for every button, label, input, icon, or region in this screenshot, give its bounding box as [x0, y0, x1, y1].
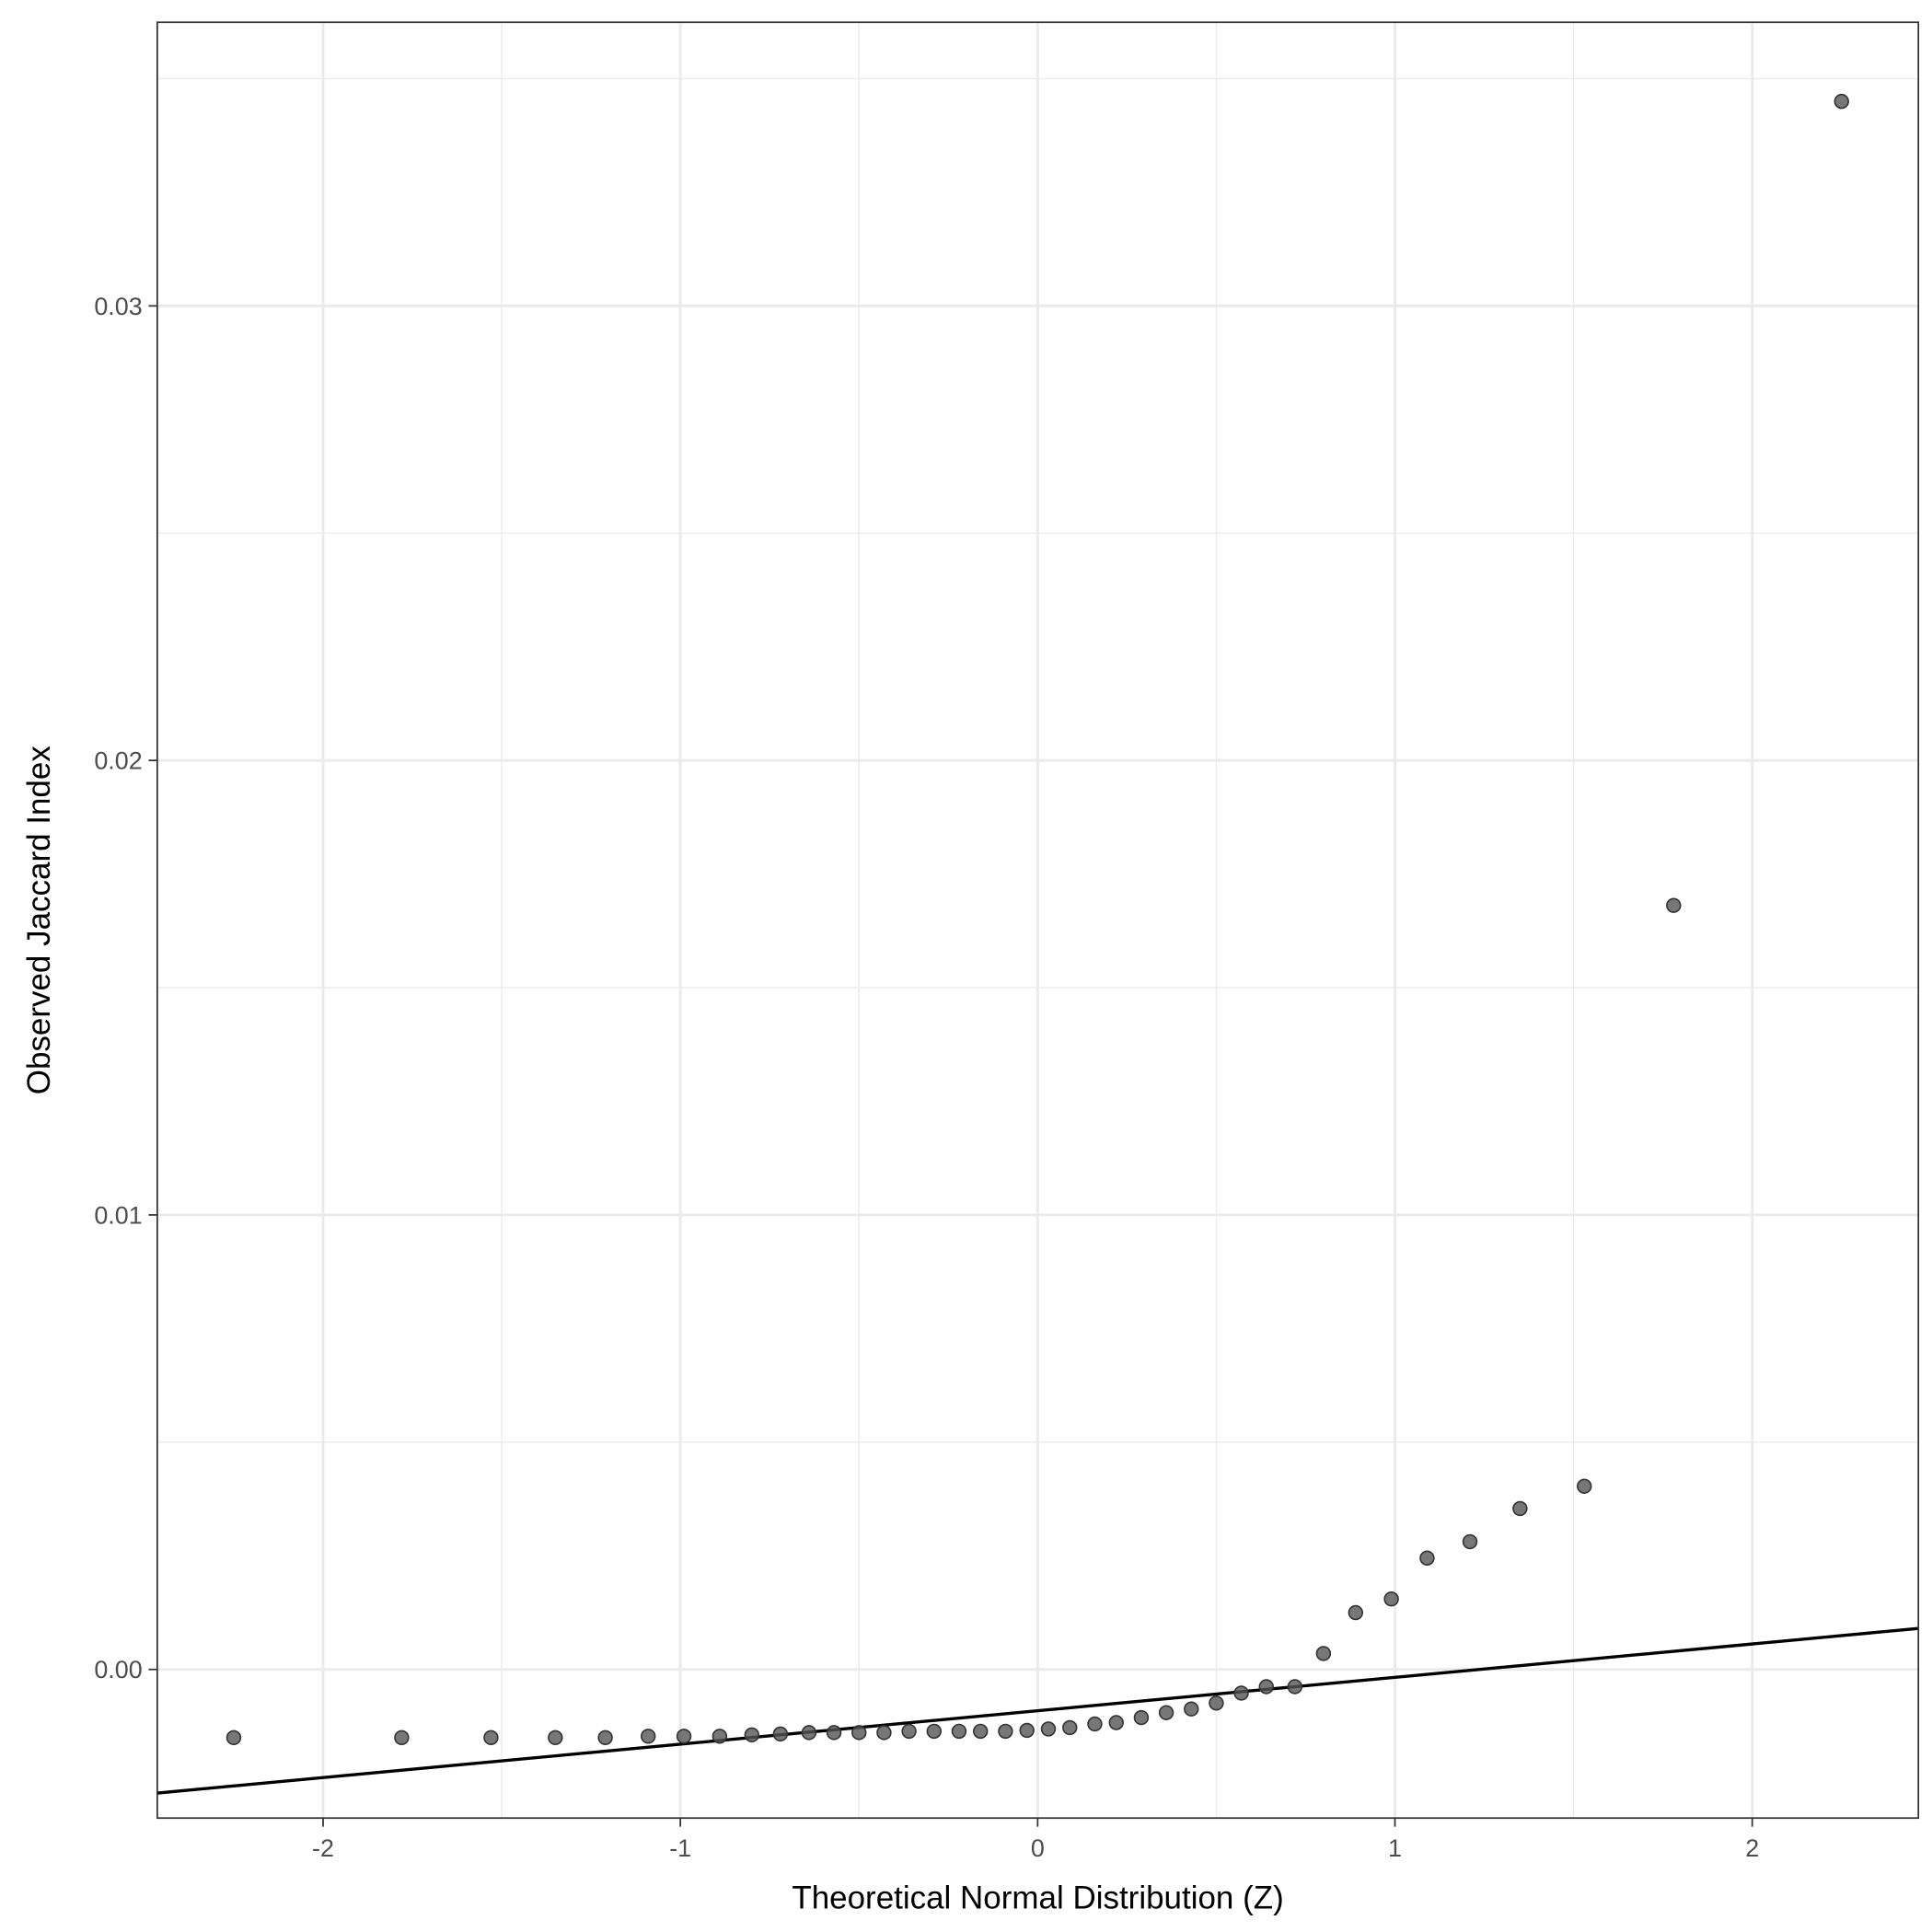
data-point — [1834, 93, 1849, 110]
data-point — [901, 1723, 917, 1740]
data-point — [951, 1723, 967, 1740]
data-point — [1087, 1716, 1103, 1732]
data-point — [226, 1730, 242, 1746]
data-point — [1258, 1679, 1274, 1695]
data-point — [1512, 1500, 1528, 1517]
data-point — [801, 1725, 817, 1741]
reference-line-group — [156, 1626, 1919, 1795]
y-tick-label: 0.03 — [94, 293, 142, 320]
data-point — [1577, 1478, 1592, 1494]
y-tick-label: 0.02 — [94, 747, 142, 775]
points — [226, 93, 1849, 1746]
y-tick-label: 0.00 — [94, 1656, 142, 1683]
data-point — [851, 1725, 867, 1741]
data-point — [1666, 897, 1682, 913]
data-point — [1462, 1533, 1478, 1550]
data-point — [876, 1725, 892, 1741]
x-tick-label: 0 — [1031, 1834, 1045, 1862]
data-point — [1419, 1550, 1435, 1566]
x-axis-title: Theoretical Normal Distribution (Z) — [792, 1880, 1283, 1915]
data-point — [1062, 1719, 1078, 1736]
y-axis-title: Observed Jaccard Index — [21, 746, 57, 1095]
data-point — [1158, 1705, 1174, 1720]
data-point — [1133, 1709, 1150, 1726]
x-axis: -2 -1 0 1 2 — [312, 1818, 1759, 1862]
x-tick-label: -2 — [312, 1834, 334, 1862]
reference-line — [156, 1626, 1919, 1795]
data-point — [1040, 1721, 1057, 1737]
data-point — [483, 1730, 499, 1746]
data-point — [1315, 1646, 1332, 1661]
data-point — [676, 1729, 692, 1744]
data-point — [1184, 1701, 1199, 1717]
x-tick-label: 1 — [1388, 1834, 1402, 1862]
data-point — [1209, 1695, 1224, 1711]
data-point — [641, 1729, 656, 1744]
data-point — [1383, 1591, 1399, 1607]
data-point — [394, 1730, 410, 1746]
data-point — [973, 1723, 989, 1740]
data-point — [998, 1723, 1013, 1740]
data-point — [926, 1723, 942, 1740]
data-point — [1287, 1679, 1303, 1695]
grid — [156, 22, 1919, 1819]
data-point — [772, 1726, 789, 1742]
data-point — [711, 1729, 728, 1744]
x-tick-label: 2 — [1745, 1834, 1759, 1862]
data-point — [826, 1725, 842, 1741]
data-point — [744, 1727, 760, 1743]
y-axis: 0.00 0.01 0.02 0.03 — [94, 293, 157, 1683]
data-point — [1233, 1685, 1249, 1701]
data-point — [1348, 1604, 1364, 1621]
y-tick-label: 0.01 — [94, 1201, 142, 1229]
data-point — [597, 1730, 613, 1746]
data-point — [1019, 1722, 1035, 1739]
data-point — [548, 1730, 563, 1746]
x-tick-label: -1 — [669, 1834, 691, 1862]
data-point — [1108, 1715, 1124, 1730]
